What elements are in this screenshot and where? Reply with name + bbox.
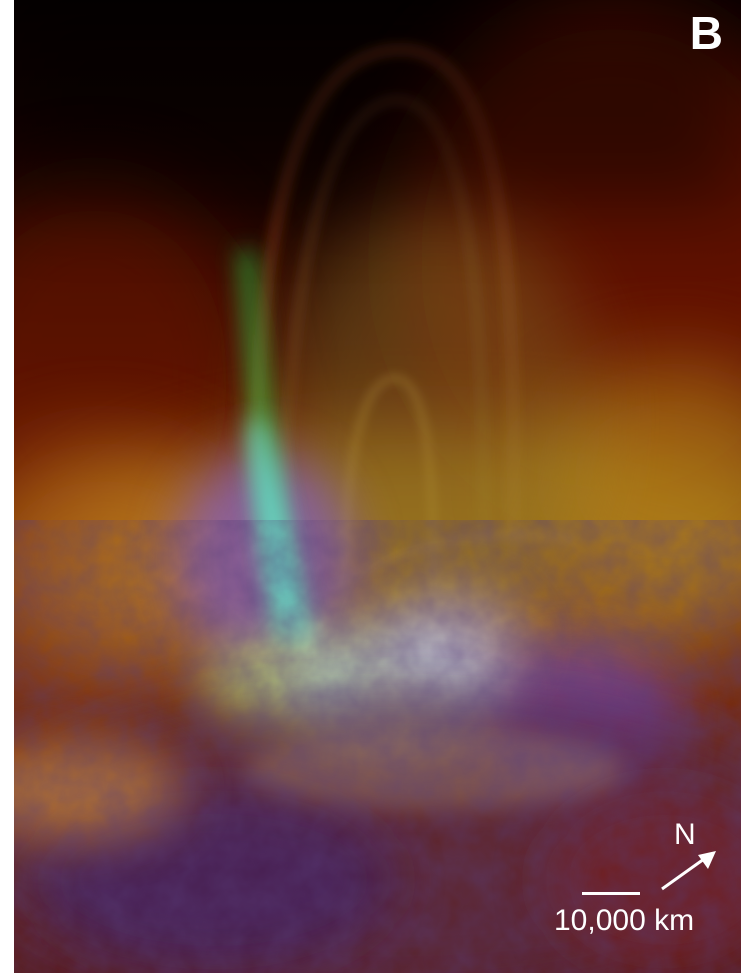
solar-image-frame: B N 10,000 km: [14, 0, 741, 973]
north-arrow-icon: [661, 851, 716, 891]
scale-label: 10,000 km: [554, 904, 695, 937]
image-margin: [0, 0, 14, 973]
solar-scene: [14, 0, 741, 973]
north-label: N: [674, 818, 696, 851]
panel-label: B: [689, 7, 723, 59]
scale-bar: [582, 892, 640, 895]
